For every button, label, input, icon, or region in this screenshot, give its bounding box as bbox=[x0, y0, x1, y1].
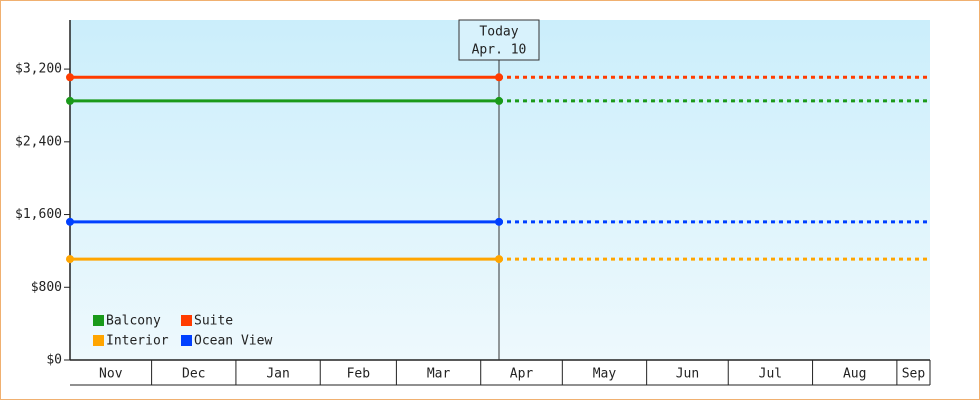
y-tick-label: $800 bbox=[31, 280, 62, 295]
y-tick-label: $3,200 bbox=[15, 62, 62, 77]
legend-swatch bbox=[93, 335, 104, 346]
y-tick-label: $0 bbox=[46, 353, 62, 368]
legend-label: Interior bbox=[106, 334, 169, 349]
today-label: Today bbox=[479, 25, 518, 40]
legend-swatch bbox=[93, 315, 104, 326]
today-box bbox=[458, 19, 540, 61]
series-point bbox=[66, 96, 74, 105]
series-point bbox=[66, 255, 74, 264]
series-point bbox=[495, 255, 503, 264]
legend-swatch bbox=[181, 315, 192, 326]
legend-swatch bbox=[181, 335, 192, 346]
x-tick-label: Mar bbox=[427, 367, 451, 382]
series-point bbox=[495, 96, 503, 105]
legend-label: Balcony bbox=[106, 314, 161, 329]
x-tick-label: Jan bbox=[266, 367, 289, 382]
x-tick-label: Jul bbox=[759, 367, 782, 382]
legend-label: Suite bbox=[194, 314, 233, 329]
x-tick-label: Feb bbox=[347, 367, 371, 382]
y-tick-label: $1,600 bbox=[15, 207, 62, 222]
series-point bbox=[495, 217, 503, 226]
legend-label: Ocean View bbox=[194, 334, 272, 349]
x-tick-label: Aug bbox=[843, 367, 866, 382]
series-point bbox=[495, 73, 503, 82]
x-tick-label: Dec bbox=[182, 367, 205, 382]
plot-area bbox=[70, 20, 930, 360]
x-tick-label: Jun bbox=[676, 367, 699, 382]
series-point bbox=[66, 73, 74, 82]
y-tick-label: $2,400 bbox=[15, 134, 62, 149]
x-tick-label: Sep bbox=[902, 367, 926, 382]
today-date: Apr. 10 bbox=[472, 43, 527, 58]
x-tick-label: May bbox=[593, 367, 617, 382]
x-tick-label: Nov bbox=[99, 367, 123, 382]
x-tick-label: Apr bbox=[510, 367, 534, 382]
series-point bbox=[66, 217, 74, 226]
